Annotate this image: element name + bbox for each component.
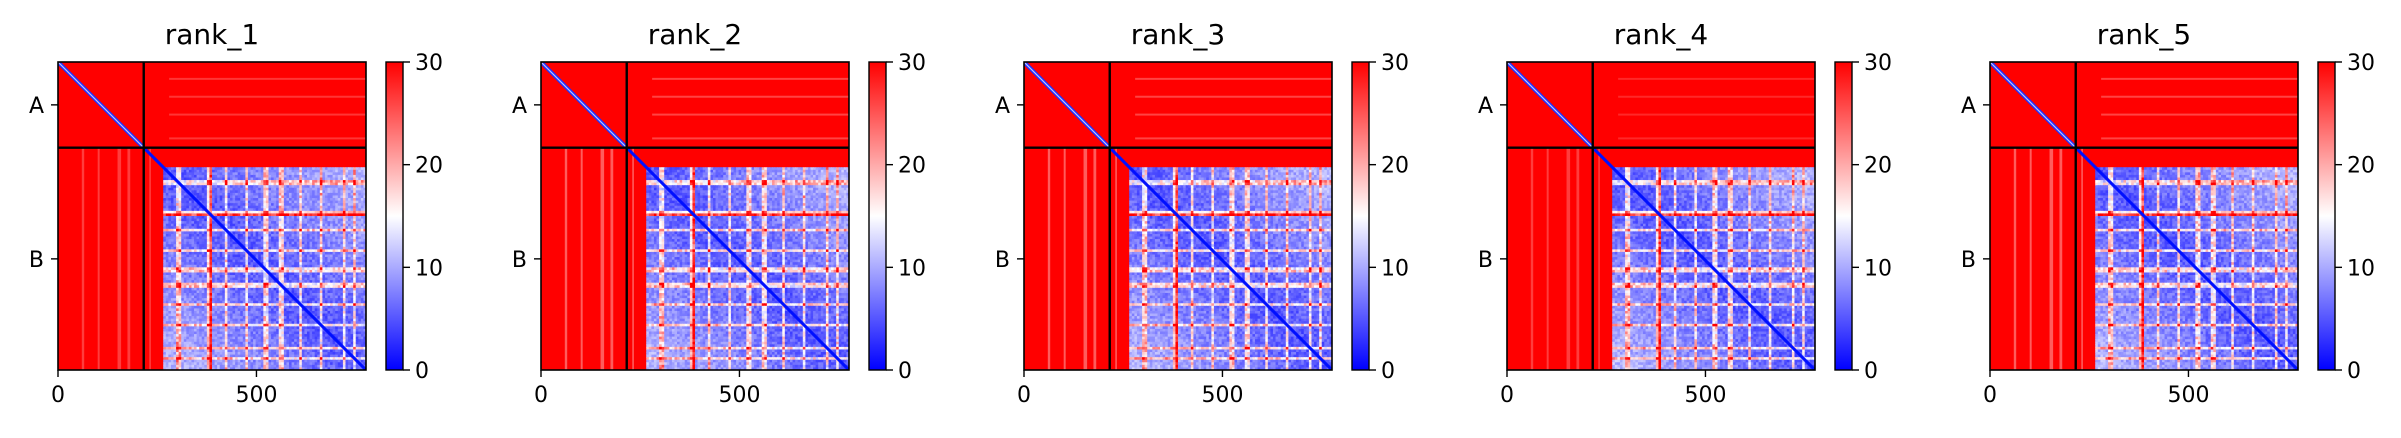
- colorbar-tick-label: 20: [1381, 154, 1409, 179]
- colorbar: 0 10 20 30: [868, 51, 926, 384]
- x-tick-label: 0: [1500, 383, 1514, 408]
- colorbar-tick-label: 10: [415, 256, 443, 281]
- colorbar-tick-label: 20: [898, 154, 926, 179]
- axes-frame: [540, 61, 850, 371]
- colorbar-tick-label: 20: [1864, 154, 1892, 179]
- colorbar-tick-label: 10: [1381, 256, 1409, 281]
- heatmap: [1024, 62, 1332, 370]
- axes-frame: [1506, 61, 1816, 371]
- x-tick-label: 500: [718, 383, 760, 408]
- colorbar-tick-label: 0: [898, 359, 912, 384]
- colorbar-tick-label: 20: [415, 154, 443, 179]
- colorbar-tick-label: 0: [1381, 359, 1395, 384]
- chain-b-diagonal: [142, 146, 366, 370]
- chain-a-label: A: [29, 94, 44, 119]
- x-tick-label: 500: [1684, 383, 1726, 408]
- panel-title: rank_2: [648, 18, 742, 51]
- pae-panel-2: rank_2 A B 0 500 0 10 20 30: [512, 18, 926, 408]
- x-tick-label: 0: [1983, 383, 1997, 408]
- x-tick-label: 0: [534, 383, 548, 408]
- chain-b-diagonal: [1591, 146, 1815, 370]
- pae-panel-3: rank_3 A B 0 500 0 10 20 30: [995, 18, 1409, 408]
- chain-a-label: A: [512, 94, 527, 119]
- colorbar-tick-label: 30: [1381, 51, 1409, 76]
- chain-b-diagonal: [1108, 146, 1332, 370]
- x-tick-label: 500: [235, 383, 277, 408]
- colorbar-tick-label: 10: [1864, 256, 1892, 281]
- colorbar: 0 10 20 30: [1834, 51, 1892, 384]
- colorbar-tick-label: 10: [2347, 256, 2375, 281]
- colorbar-tick-label: 30: [1864, 51, 1892, 76]
- heatmap: [1507, 62, 1815, 370]
- chain-b-label: B: [29, 248, 44, 273]
- colorbar-tick-label: 30: [898, 51, 926, 76]
- colorbar-tick-label: 0: [1864, 359, 1878, 384]
- pae-panel-1: rank_1 A B 0 500 0 10 20 30: [29, 18, 443, 408]
- colorbar-tick-label: 0: [415, 359, 429, 384]
- chain-b-diagonal: [625, 146, 849, 370]
- colorbar: 0 10 20 30: [2317, 51, 2375, 384]
- chain-a-label: A: [1478, 94, 1493, 119]
- heatmap: [541, 62, 849, 370]
- chain-b-label: B: [1961, 248, 1976, 273]
- panel-title: rank_5: [2097, 18, 2191, 51]
- chain-b-diagonal: [2074, 146, 2298, 370]
- chain-b-label: B: [995, 248, 1010, 273]
- colorbar-tick-label: 10: [898, 256, 926, 281]
- chain-b-label: B: [512, 248, 527, 273]
- colorbar: 0 10 20 30: [385, 51, 443, 384]
- chain-b-label: B: [1478, 248, 1493, 273]
- x-tick-label: 500: [2167, 383, 2209, 408]
- x-tick-label: 0: [51, 383, 65, 408]
- x-tick-label: 500: [1201, 383, 1243, 408]
- colorbar-tick-label: 30: [415, 51, 443, 76]
- colorbar-tick-label: 30: [2347, 51, 2375, 76]
- axes-frame: [1989, 61, 2299, 371]
- chain-a-label: A: [995, 94, 1010, 119]
- axes-frame: [1023, 61, 1333, 371]
- colorbar: 0 10 20 30: [1351, 51, 1409, 384]
- colorbar-tick-label: 0: [2347, 359, 2361, 384]
- heatmap: [1990, 62, 2298, 370]
- panel-title: rank_1: [165, 18, 259, 51]
- panel-title: rank_3: [1131, 18, 1225, 51]
- heatmap: [58, 62, 366, 370]
- pae-panel-5: rank_5 A B 0 500 0 10 20 30: [1961, 18, 2375, 408]
- chain-a-label: A: [1961, 94, 1976, 119]
- panel-title: rank_4: [1614, 18, 1708, 51]
- pae-panel-4: rank_4 A B 0 500 0 10 20 30: [1478, 18, 1892, 408]
- x-tick-label: 0: [1017, 383, 1031, 408]
- axes-frame: [57, 61, 367, 371]
- colorbar-tick-label: 20: [2347, 154, 2375, 179]
